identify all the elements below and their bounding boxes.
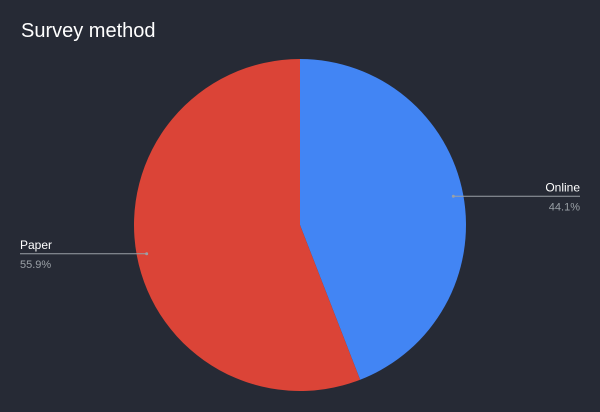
pie-slice-paper[interactable] — [133, 59, 361, 391]
slice-label-online: Online — [545, 180, 580, 194]
pie-slice-online[interactable] — [300, 59, 466, 380]
leader-dot-online — [451, 194, 455, 198]
chart-title: Survey method — [21, 20, 156, 42]
slice-percent-online: 44.1% — [549, 201, 580, 213]
slice-label-paper: Paper — [20, 238, 52, 252]
leader-dot-paper — [145, 252, 149, 256]
slice-percent-paper: 55.9% — [20, 259, 51, 271]
